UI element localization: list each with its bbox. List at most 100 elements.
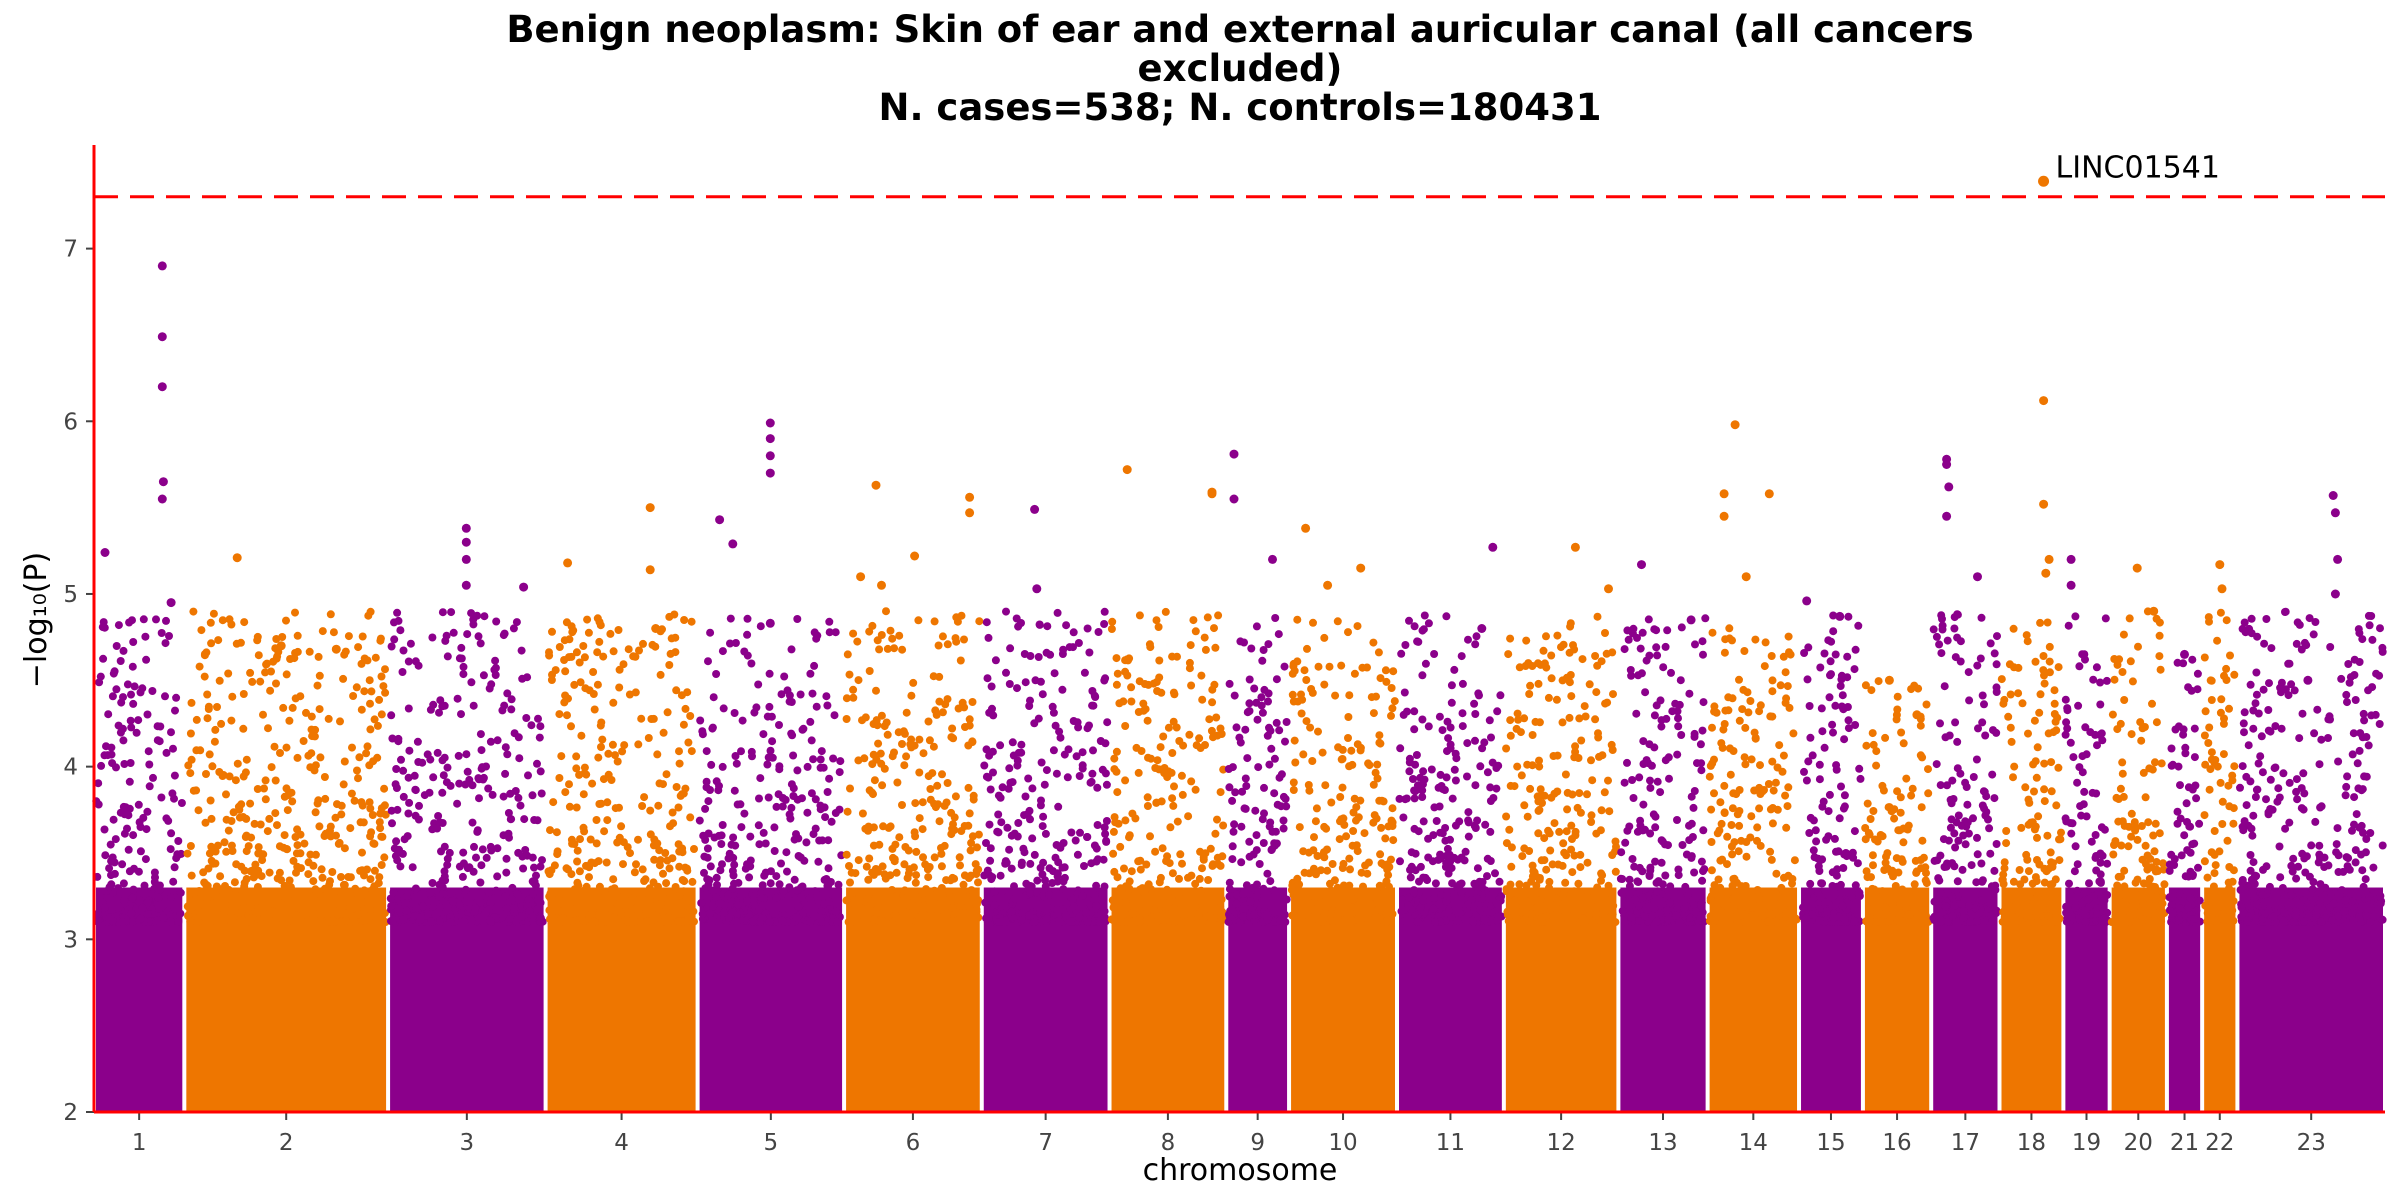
- variant-point: [473, 611, 482, 620]
- variant-point: [1263, 731, 1272, 740]
- variant-point: [365, 676, 374, 685]
- variant-point: [2132, 918, 2141, 926]
- variant-point: [1597, 917, 1605, 926]
- variant-point: [155, 737, 164, 746]
- variant-point: [567, 652, 576, 661]
- variant-point: [397, 755, 405, 764]
- variant-point: [957, 827, 966, 835]
- variant-point: [1068, 895, 1077, 904]
- variant-point: [2155, 652, 2164, 661]
- variant-point: [1281, 737, 1289, 746]
- variant-point: [915, 735, 924, 744]
- variant-point: [2138, 724, 2147, 733]
- variant-point: [1829, 728, 1837, 737]
- variant-point: [1495, 877, 1504, 886]
- variant-point: [1840, 735, 1849, 744]
- variant-point: [829, 754, 838, 763]
- variant-point: [536, 862, 545, 871]
- variant-point: [1992, 840, 2001, 848]
- variant-point: [876, 749, 885, 758]
- variant-point: [502, 904, 511, 913]
- variant-point: [706, 862, 715, 871]
- variant-point: [718, 821, 727, 829]
- variant-point: [1109, 827, 1118, 836]
- variant-point: [1753, 886, 1762, 894]
- variant-point: [1843, 652, 1852, 661]
- variant-point: [1486, 857, 1495, 865]
- variant-point: [267, 763, 276, 772]
- variant-point: [1463, 739, 1472, 748]
- variant-point: [1353, 622, 1362, 631]
- variant-point: [1870, 885, 1879, 894]
- variant-point: [1766, 918, 1775, 926]
- variant-point: [136, 914, 145, 923]
- variant-point: [1250, 910, 1258, 919]
- variant-point: [789, 751, 798, 760]
- variant-point: [974, 913, 983, 922]
- variant-point: [1778, 917, 1787, 926]
- variant-point: [1779, 652, 1788, 661]
- variant-point: [1802, 776, 1811, 785]
- variant-point: [774, 790, 783, 799]
- variant-point: [1625, 822, 1634, 831]
- variant-point: [1458, 722, 1467, 731]
- variant-point: [1947, 815, 1956, 824]
- variant-point: [1102, 836, 1111, 845]
- variant-point: [597, 718, 606, 727]
- variant-point: [1038, 822, 1047, 831]
- variant-point: [493, 736, 502, 745]
- variant-point: [614, 626, 623, 634]
- variant-point: [1468, 916, 1477, 925]
- variant-point: [1211, 643, 1220, 652]
- variant-point: [1504, 650, 1513, 659]
- variant-point: [1125, 884, 1134, 893]
- variant-point: [215, 676, 224, 685]
- variant-point: [869, 720, 878, 728]
- variant-point: [736, 891, 745, 900]
- variant-point: [172, 854, 181, 863]
- variant-point: [93, 917, 102, 926]
- variant-point: [1430, 650, 1439, 658]
- variant-point: [1401, 641, 1410, 649]
- peak-variant-point: [1030, 504, 1040, 514]
- variant-point: [2040, 679, 2049, 688]
- variant-point: [1872, 761, 1881, 770]
- variant-point: [427, 917, 436, 926]
- variant-point: [1558, 861, 1567, 870]
- variant-point: [1621, 917, 1630, 926]
- variant-point: [1869, 861, 1877, 870]
- variant-point: [1838, 901, 1847, 910]
- variant-point: [770, 847, 779, 855]
- variant-point: [793, 615, 802, 623]
- variant-point: [565, 802, 574, 811]
- variant-point: [620, 741, 629, 750]
- variant-point: [538, 856, 546, 865]
- variant-point: [1369, 638, 1378, 647]
- variant-point: [1824, 807, 1833, 816]
- variant-point: [1486, 901, 1495, 910]
- variant-point: [117, 698, 126, 707]
- variant-point: [1369, 780, 1378, 789]
- variant-point: [311, 725, 320, 734]
- variant-point: [1010, 894, 1019, 903]
- variant-point: [842, 694, 851, 703]
- variant-point: [362, 749, 371, 758]
- variant-point: [955, 853, 964, 862]
- variant-point: [415, 801, 423, 810]
- variant-point: [560, 656, 569, 664]
- variant-point: [1373, 760, 1382, 769]
- variant-point: [1461, 847, 1470, 856]
- variant-point: [590, 705, 599, 714]
- variant-point: [778, 916, 787, 925]
- variant-point: [869, 841, 878, 850]
- variant-point: [915, 814, 924, 823]
- variant-point: [659, 869, 667, 878]
- variant-point: [478, 845, 487, 854]
- peak-variant-point: [461, 537, 471, 547]
- variant-point: [2047, 758, 2056, 767]
- variant-point: [380, 853, 389, 862]
- variant-point: [1580, 702, 1589, 711]
- variant-point: [500, 701, 509, 710]
- variant-point: [593, 680, 602, 689]
- variant-point: [2123, 914, 2131, 923]
